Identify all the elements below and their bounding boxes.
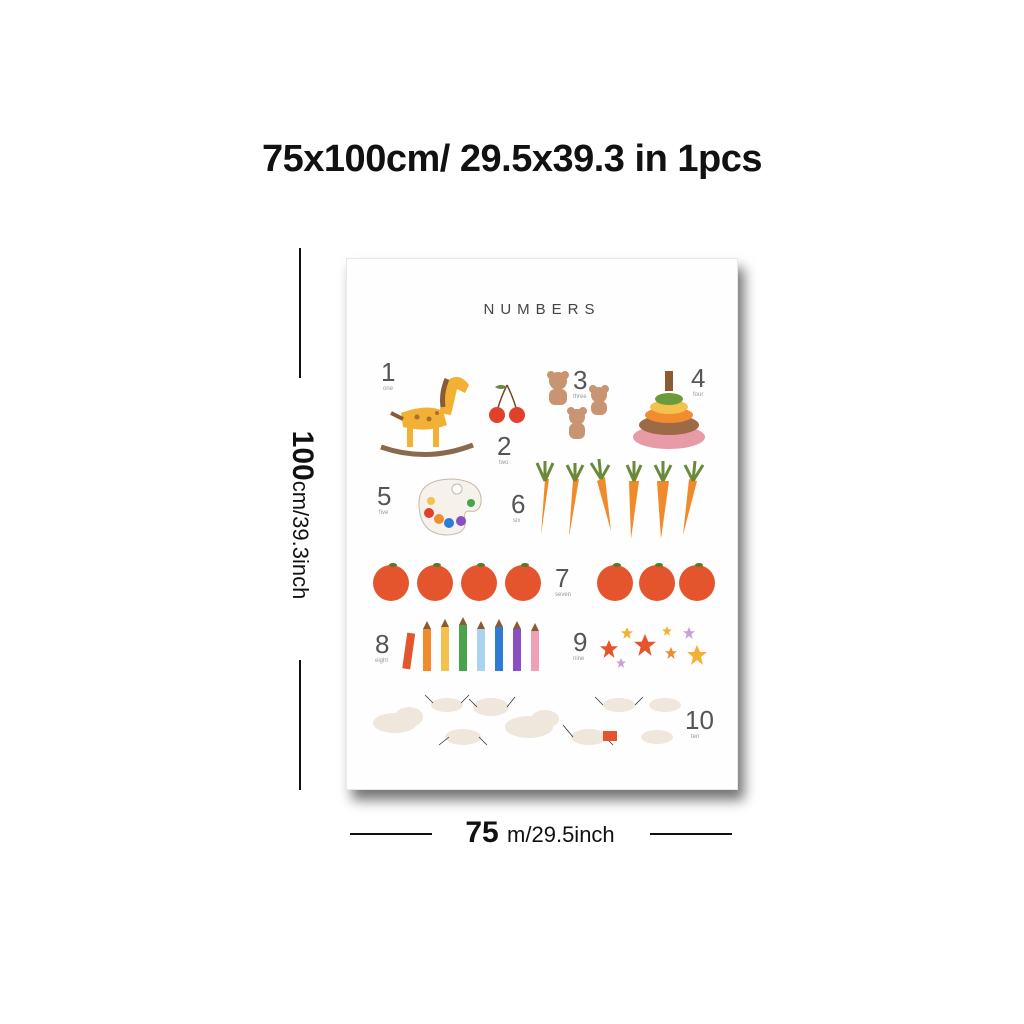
width-unit: m/29.5inch xyxy=(507,822,615,847)
number-word-5: five xyxy=(379,510,389,516)
height-dimension-label: 100cm/39.3inch xyxy=(285,431,319,600)
quantity-unit: pcs xyxy=(698,138,762,180)
poster-title: NUMBERS xyxy=(483,301,601,318)
height-unit: cm/39.3inch xyxy=(288,480,313,600)
width-dimension-line-left xyxy=(350,833,432,835)
width-cm: 75 xyxy=(262,138,304,180)
quantity: 1 xyxy=(677,138,698,180)
carrots-illustration xyxy=(535,458,705,539)
height-dimension-line-top xyxy=(299,248,301,378)
number-1: 1 xyxy=(381,357,396,387)
rocking-horse-illustration xyxy=(380,376,474,457)
number-word-8: eight xyxy=(375,658,389,664)
number-4: 4 xyxy=(691,363,706,393)
numbers-poster: NUMBERS 1 one 2 two 3 three 4 xyxy=(346,258,738,790)
height-value: 100 xyxy=(286,430,319,481)
width-dimension-line-right xyxy=(650,833,732,835)
stacking-rings-illustration xyxy=(633,371,705,449)
stars-illustration xyxy=(600,626,707,668)
number-7: 7 xyxy=(555,563,570,593)
times-sign: x xyxy=(531,138,553,180)
number-5: 5 xyxy=(377,481,392,511)
height-dimension-line-bottom xyxy=(299,660,301,790)
width-dimension-label: 75 m/29.5inch xyxy=(465,816,614,850)
number-word-2: two xyxy=(499,460,509,466)
size-heading: 75x100cm/ 29.5x39.3 in 1pcs xyxy=(0,138,1024,181)
number-8: 8 xyxy=(375,629,390,659)
clouds-illustration xyxy=(373,694,681,746)
width-in: 29.5 xyxy=(459,138,532,180)
oranges-illustration xyxy=(373,563,715,601)
number-10: 10 xyxy=(685,705,714,735)
colored-pencils-illustration xyxy=(402,617,539,671)
number-6: 6 xyxy=(511,489,526,519)
number-word-9: nine xyxy=(573,656,585,662)
number-word-3: three xyxy=(573,394,587,400)
carrot-group xyxy=(535,458,705,539)
cherries-illustration xyxy=(489,384,525,423)
inch-unit: in xyxy=(634,138,668,180)
paint-palette-illustration xyxy=(418,478,482,536)
number-3: 3 xyxy=(573,365,588,395)
height-in: 39.3 xyxy=(552,138,625,180)
number-word-1: one xyxy=(383,386,394,392)
number-word-10: ten xyxy=(691,734,700,740)
width-value: 75 xyxy=(465,816,499,849)
number-word-6: six xyxy=(513,518,521,524)
times-sign: x xyxy=(303,138,324,180)
number-word-4: four xyxy=(693,392,704,398)
number-word-7: seven xyxy=(555,592,572,598)
number-9: 9 xyxy=(573,627,588,657)
height-cm: 100cm/ xyxy=(323,138,450,180)
teddy-bears-illustration xyxy=(547,371,609,439)
number-2: 2 xyxy=(497,431,512,461)
